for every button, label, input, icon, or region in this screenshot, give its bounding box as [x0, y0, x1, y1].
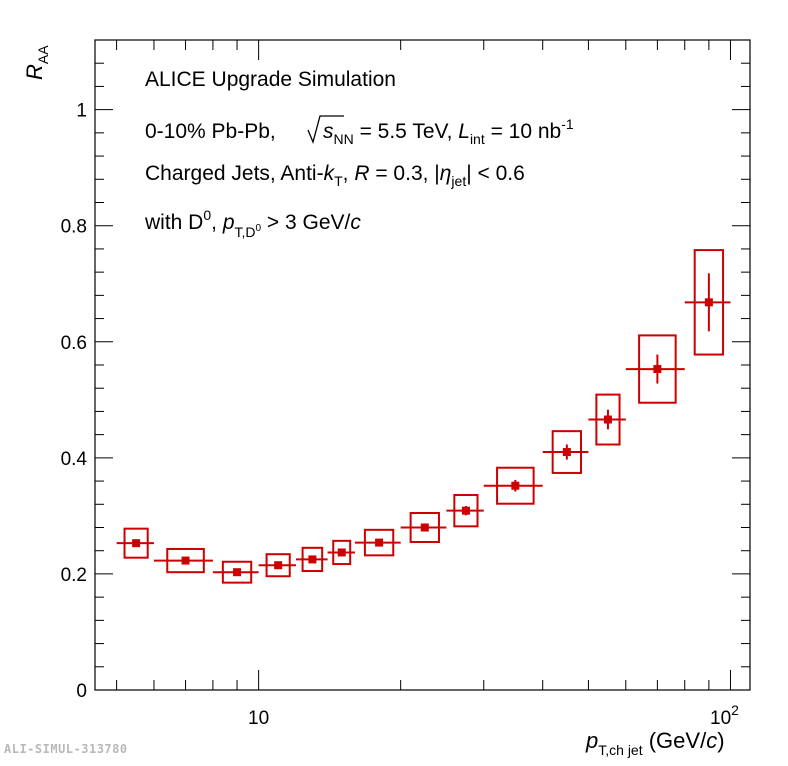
y-tick-label: 1 [76, 101, 87, 122]
y-tick-label: 0 [76, 681, 87, 702]
data-point [132, 539, 141, 548]
y-tick-label: 0.2 [61, 565, 87, 586]
sqrt-symbol [307, 115, 344, 145]
data-point [233, 568, 242, 577]
data-layer [116, 249, 731, 584]
data-point [181, 556, 190, 565]
data-point [375, 538, 384, 547]
data-point [337, 548, 346, 557]
data-point [603, 415, 612, 424]
jets-annotation: Charged Jets, Anti-kT, R = 0.3, |ηjet| <… [145, 162, 525, 189]
x-tick-label: 102 [710, 702, 739, 729]
data-point [420, 523, 429, 532]
data-point [274, 561, 283, 570]
svg-text:sNN = 5.5 TeV, Lint = 10 nb-1: sNN = 5.5 TeV, Lint = 10 nb-1 [323, 116, 574, 147]
y-axis-title: RAA [22, 45, 51, 80]
data-point [653, 365, 662, 374]
y-tick-label: 0.4 [61, 449, 88, 470]
data-point [461, 506, 470, 515]
d0-annotation: with D0, pT,D0 > 3 GeV/c [144, 207, 361, 240]
data-point [704, 298, 713, 307]
chart-title: ALICE Upgrade Simulation [145, 68, 396, 91]
collision-annotation: 0-10% Pb-Pb, sNN = 5.5 TeV, Lint = 10 nb… [145, 115, 574, 147]
y-tick-label: 0.6 [61, 333, 87, 354]
y-tick-labels: 0 0.2 0.4 0.6 0.8 1 [61, 101, 88, 702]
y-tick-label: 0.8 [61, 217, 87, 238]
plot-frame [94, 39, 751, 691]
svg-text:0-10% Pb-Pb,: 0-10% Pb-Pb, [145, 120, 276, 143]
x-tick-labels: 10 102 [248, 702, 739, 729]
data-point [562, 448, 571, 457]
x-axis-title: pT,ch jet (GeV/c) [585, 728, 725, 758]
x-tick-label: 10 [248, 708, 269, 729]
axis-ticks [95, 39, 750, 691]
data-point [308, 555, 317, 564]
figure-id: ALI-SIMUL-313780 [4, 742, 128, 756]
data-point [511, 481, 520, 490]
